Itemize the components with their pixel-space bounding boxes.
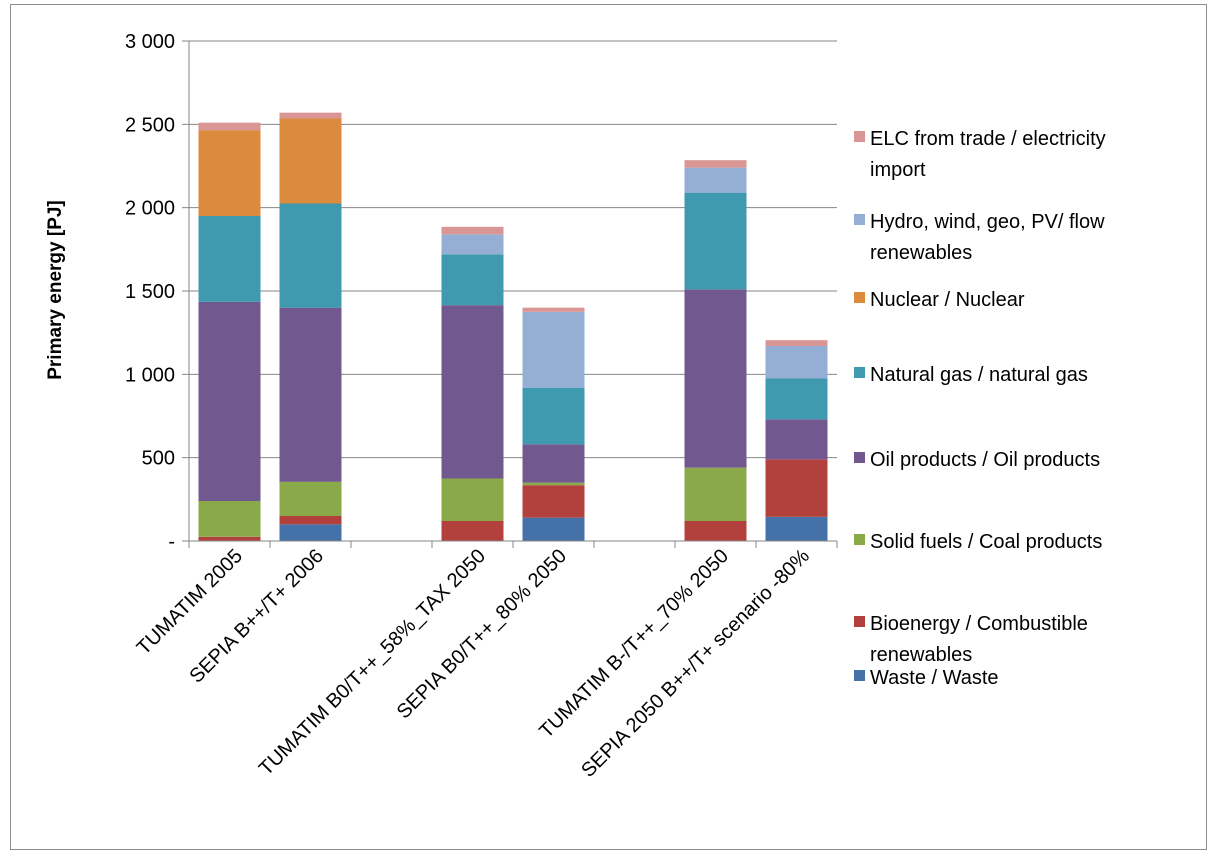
legend-swatch bbox=[854, 534, 865, 545]
bar-segment-oil-products-oil-products bbox=[684, 289, 747, 468]
legend-label: Hydro, wind, geo, PV/ flow bbox=[870, 211, 1105, 233]
legend-swatch bbox=[854, 670, 865, 681]
bar-segment-hydro-wind-geo-pv-flow-renewables bbox=[441, 234, 504, 255]
y-tick-label: 2 500 bbox=[125, 114, 175, 136]
bar-segment-solid-fuels-coal-products bbox=[522, 482, 585, 486]
bar-segment-solid-fuels-coal-products bbox=[198, 501, 261, 537]
bar-segment-elc-from-trade-electricity-import bbox=[441, 226, 504, 235]
legend-swatch bbox=[854, 214, 865, 225]
y-tick-label: 2 000 bbox=[125, 198, 175, 220]
legend-label: import bbox=[870, 159, 926, 181]
bar-segment-natural-gas-natural-gas bbox=[522, 387, 585, 445]
bar-segment-elc-from-trade-electricity-import bbox=[765, 340, 828, 346]
bar-segment-oil-products-oil-products bbox=[765, 419, 828, 460]
bar-segment-nuclear-nuclear bbox=[279, 118, 342, 204]
bar-segment-bioenergy-combustible-renewables bbox=[441, 521, 504, 541]
bar-segment-waste-waste bbox=[279, 524, 342, 541]
legend-swatch bbox=[854, 131, 865, 142]
axes bbox=[182, 40, 838, 548]
bar-segment-natural-gas-natural-gas bbox=[198, 216, 261, 302]
bar-segment-elc-from-trade-electricity-import bbox=[279, 112, 342, 119]
legend-label: Bioenergy / Combustible bbox=[870, 613, 1088, 635]
legend-label: Waste / Waste bbox=[870, 667, 999, 689]
bar-segment-bioenergy-combustible-renewables bbox=[522, 485, 585, 518]
legend: ELC from trade / electricity import Hydro,… bbox=[854, 128, 1106, 689]
bar-segment-solid-fuels-coal-products bbox=[441, 478, 504, 521]
bar-segment-solid-fuels-coal-products bbox=[684, 467, 747, 521]
bar-segment-oil-products-oil-products bbox=[441, 305, 504, 479]
y-tick-label: - bbox=[168, 531, 175, 553]
bar-segment-bioenergy-combustible-renewables bbox=[279, 516, 342, 525]
bar-segment-bioenergy-combustible-renewables bbox=[765, 459, 828, 517]
bar-segment-elc-from-trade-electricity-import bbox=[684, 160, 747, 168]
x-category-label: SEPIA B++/T+ 2006 bbox=[185, 545, 328, 688]
bar-segment-nuclear-nuclear bbox=[198, 130, 261, 216]
bar-segment-hydro-wind-geo-pv-flow-renewables bbox=[765, 346, 828, 379]
y-tick-label: 1 500 bbox=[125, 281, 175, 303]
bar-segment-natural-gas-natural-gas bbox=[441, 254, 504, 306]
legend-label: Solid fuels / Coal products bbox=[870, 531, 1102, 553]
legend-label: Oil products / Oil products bbox=[870, 449, 1100, 471]
legend-label: renewables bbox=[870, 644, 972, 666]
bar-segment-hydro-wind-geo-pv-flow-renewables bbox=[522, 311, 585, 388]
bar-segment-elc-from-trade-electricity-import bbox=[522, 307, 585, 312]
bar-segment-hydro-wind-geo-pv-flow-renewables bbox=[684, 167, 747, 193]
legend-label: ELC from trade / electricity bbox=[870, 128, 1106, 150]
legend-label: Natural gas / natural gas bbox=[870, 364, 1088, 386]
legend-swatch bbox=[854, 616, 865, 627]
bar-segment-waste-waste bbox=[522, 517, 585, 541]
bar-segment-oil-products-oil-products bbox=[279, 307, 342, 482]
legend-swatch bbox=[854, 292, 865, 303]
bar-segment-natural-gas-natural-gas bbox=[765, 378, 828, 420]
bar-segment-oil-products-oil-products bbox=[522, 444, 585, 483]
legend-label: Nuclear / Nuclear bbox=[870, 289, 1025, 311]
bar-stacks bbox=[198, 112, 828, 541]
bar-segment-waste-waste bbox=[765, 516, 828, 541]
legend-swatch bbox=[854, 452, 865, 463]
y-tick-label: 3 000 bbox=[125, 31, 175, 53]
bar-segment-natural-gas-natural-gas bbox=[684, 192, 747, 290]
bar-segment-solid-fuels-coal-products bbox=[279, 481, 342, 516]
legend-swatch bbox=[854, 367, 865, 378]
x-category-label: SEPIA B0/T++_80% 2050 bbox=[393, 545, 571, 723]
bar-segment-oil-products-oil-products bbox=[198, 301, 261, 501]
chart-frame: -500 1 000 1 500 2 000 2 500 3 000 TUMATIM 200… bbox=[10, 4, 1207, 850]
bar-segment-bioenergy-combustible-renewables bbox=[198, 536, 261, 541]
y-axis-title: Primary energy [PJ] bbox=[45, 200, 66, 380]
bar-segment-bioenergy-combustible-renewables bbox=[684, 521, 747, 541]
bar-segment-elc-from-trade-electricity-import bbox=[198, 122, 261, 131]
y-tick-label: 1 000 bbox=[125, 364, 175, 386]
legend-label: renewables bbox=[870, 242, 972, 264]
y-tick-label: 500 bbox=[142, 448, 175, 470]
bar-segment-natural-gas-natural-gas bbox=[279, 203, 342, 308]
